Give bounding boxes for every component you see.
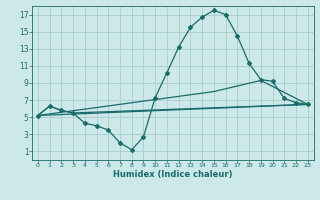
X-axis label: Humidex (Indice chaleur): Humidex (Indice chaleur) (113, 170, 233, 179)
